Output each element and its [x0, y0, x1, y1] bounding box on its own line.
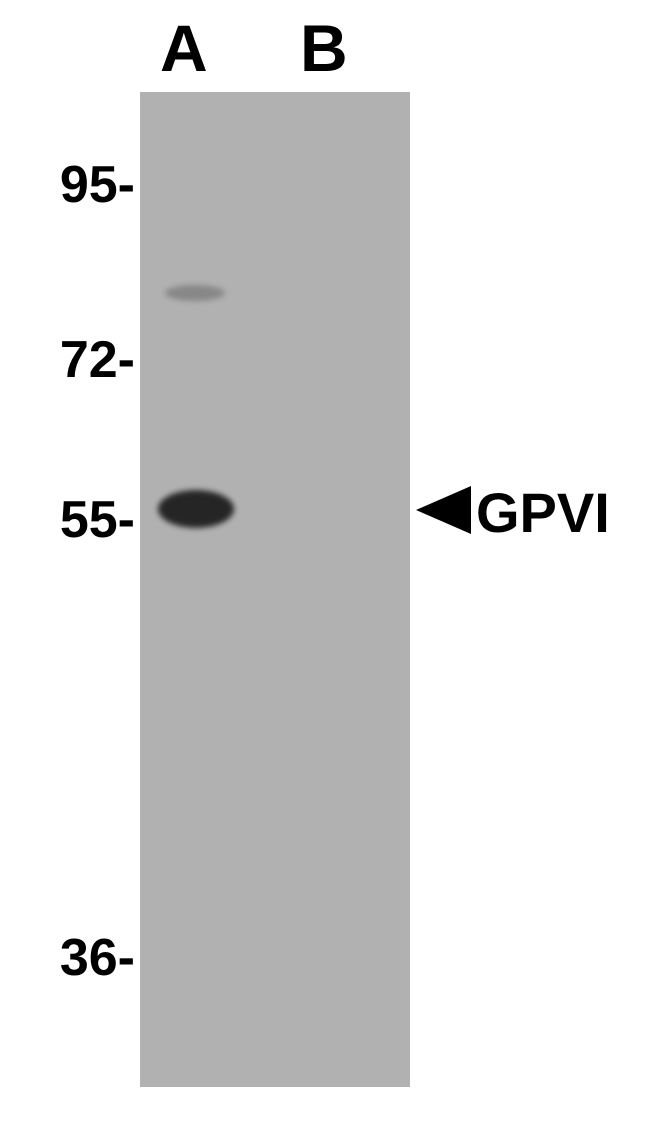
- mw-marker-36: 36-: [60, 928, 135, 988]
- mw-marker-95: 95-: [60, 155, 135, 215]
- band-main-gpvi: [158, 490, 234, 528]
- mw-marker-72: 72-: [60, 330, 135, 390]
- blot-membrane: [140, 92, 410, 1087]
- mw-marker-55: 55-: [60, 490, 135, 550]
- lane-label-a: A: [160, 10, 208, 86]
- lane-label-b: B: [300, 10, 348, 86]
- band-faint-upper: [165, 285, 225, 301]
- target-arrow-icon: [416, 486, 471, 534]
- western-blot-figure: A B 95- 72- 55- 36- GPVI: [0, 0, 650, 1121]
- target-protein-label: GPVI: [476, 480, 610, 545]
